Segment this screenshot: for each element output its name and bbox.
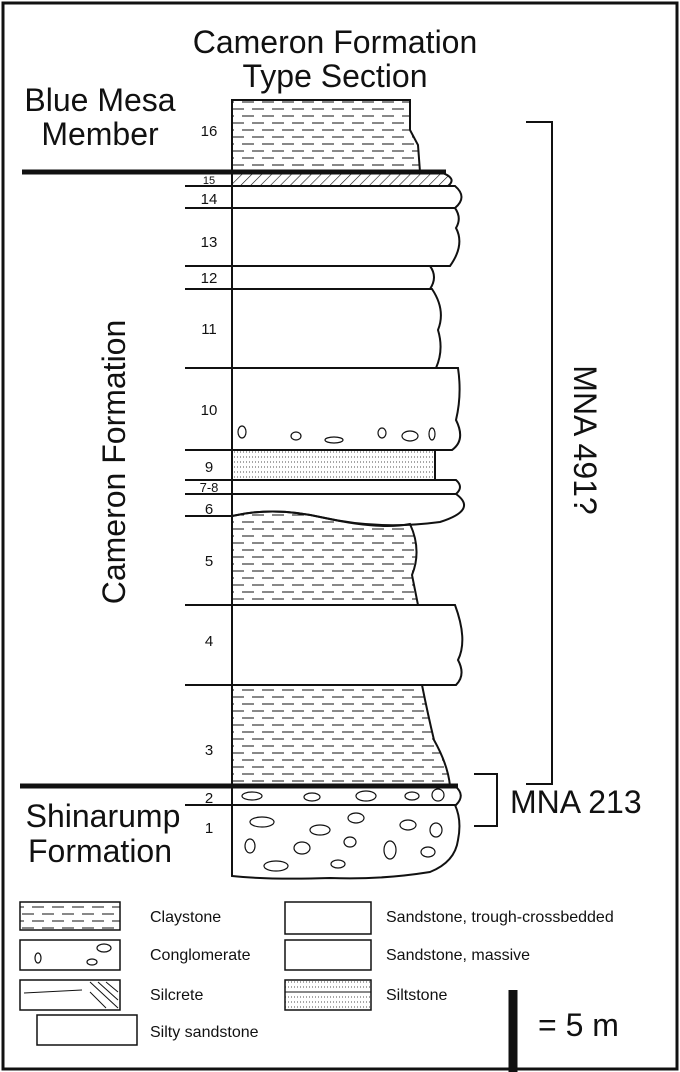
legend-silty-sandstone-label: Silty sandstone <box>150 1024 259 1041</box>
bed-13-sandstone <box>231 207 461 267</box>
unit-1: 1 <box>205 820 213 837</box>
bed-2-pebbles <box>241 788 445 802</box>
legend-silcrete-lines <box>23 981 119 1009</box>
legend-siltstone-swatch <box>284 979 372 1011</box>
unit-14: 14 <box>201 191 218 208</box>
unit-3: 3 <box>205 742 213 759</box>
bed-2-conglomerate <box>231 785 462 806</box>
bed-10-pebbles <box>237 425 436 444</box>
legend-sandstone-massive-swatch <box>284 939 372 971</box>
blue-mesa-label-1: Blue Mesa <box>24 82 175 118</box>
bracket-mna-213 <box>474 773 498 827</box>
bed-5-claystone <box>231 510 420 606</box>
shinarump-label-2: Formation <box>28 833 172 869</box>
legend-sandstone-trough-label: Sandstone, trough-crossbedded <box>386 909 614 926</box>
unit-16: 16 <box>201 123 218 140</box>
unit-10: 10 <box>201 402 218 419</box>
unit-13: 13 <box>201 234 218 251</box>
legend-silcrete-swatch <box>19 979 121 1011</box>
legend-siltstone-label: Siltstone <box>386 987 447 1004</box>
bed-7-8-sandstone <box>231 479 461 495</box>
bracket-mna-491-label: MNA 491? <box>567 365 603 514</box>
legend-conglomerate-label: Conglomerate <box>150 947 251 964</box>
bed-16-claystone <box>231 99 422 173</box>
bed-11-sandstone <box>231 288 442 369</box>
unit-5: 5 <box>205 553 213 570</box>
unit-11: 11 <box>201 321 217 338</box>
legend-silcrete-label: Silcrete <box>150 987 203 1004</box>
bed-1-conglomerate <box>231 804 461 880</box>
cameron-formation-label: Cameron Formation <box>96 320 132 605</box>
legend-sandstone-massive-label: Sandstone, massive <box>386 947 530 964</box>
blue-mesa-label-2: Member <box>41 116 159 152</box>
bracket-mna-213-label: MNA 213 <box>510 784 642 820</box>
scale-bar-label: = 5 m <box>538 1007 619 1043</box>
legend-conglomerate-swatch <box>19 939 121 971</box>
bed-14-sandstone <box>231 185 463 209</box>
legend-conglomerate-pebbles <box>34 943 112 966</box>
unit-2: 2 <box>205 790 213 807</box>
unit-15: 15 <box>203 175 215 187</box>
legend-silty-sandstone-swatch <box>36 1014 138 1046</box>
title-line-1: Cameron Formation <box>193 24 478 60</box>
bed-9-siltstone <box>231 449 436 481</box>
unit-6: 6 <box>205 501 213 518</box>
legend-claystone-swatch <box>19 901 121 931</box>
shinarump-label-1: Shinarump <box>26 798 181 834</box>
unit-7-8: 7-8 <box>200 480 219 495</box>
bed-3-claystone <box>231 684 452 787</box>
bed-1-pebbles <box>244 812 443 872</box>
legend-claystone-label: Claystone <box>150 909 221 926</box>
bed-12-sandstone <box>231 265 435 290</box>
unit-4: 4 <box>205 633 213 650</box>
bed-boundary-ticks <box>185 185 232 806</box>
legend-sandstone-trough-swatch <box>284 901 372 935</box>
title-line-2: Type Section <box>243 58 428 94</box>
bed-10-sandstone <box>231 367 462 451</box>
bed-4-sandstone <box>231 604 464 686</box>
bracket-mna-491 <box>526 121 553 785</box>
unit-12: 12 <box>201 270 218 287</box>
unit-9: 9 <box>205 459 213 476</box>
